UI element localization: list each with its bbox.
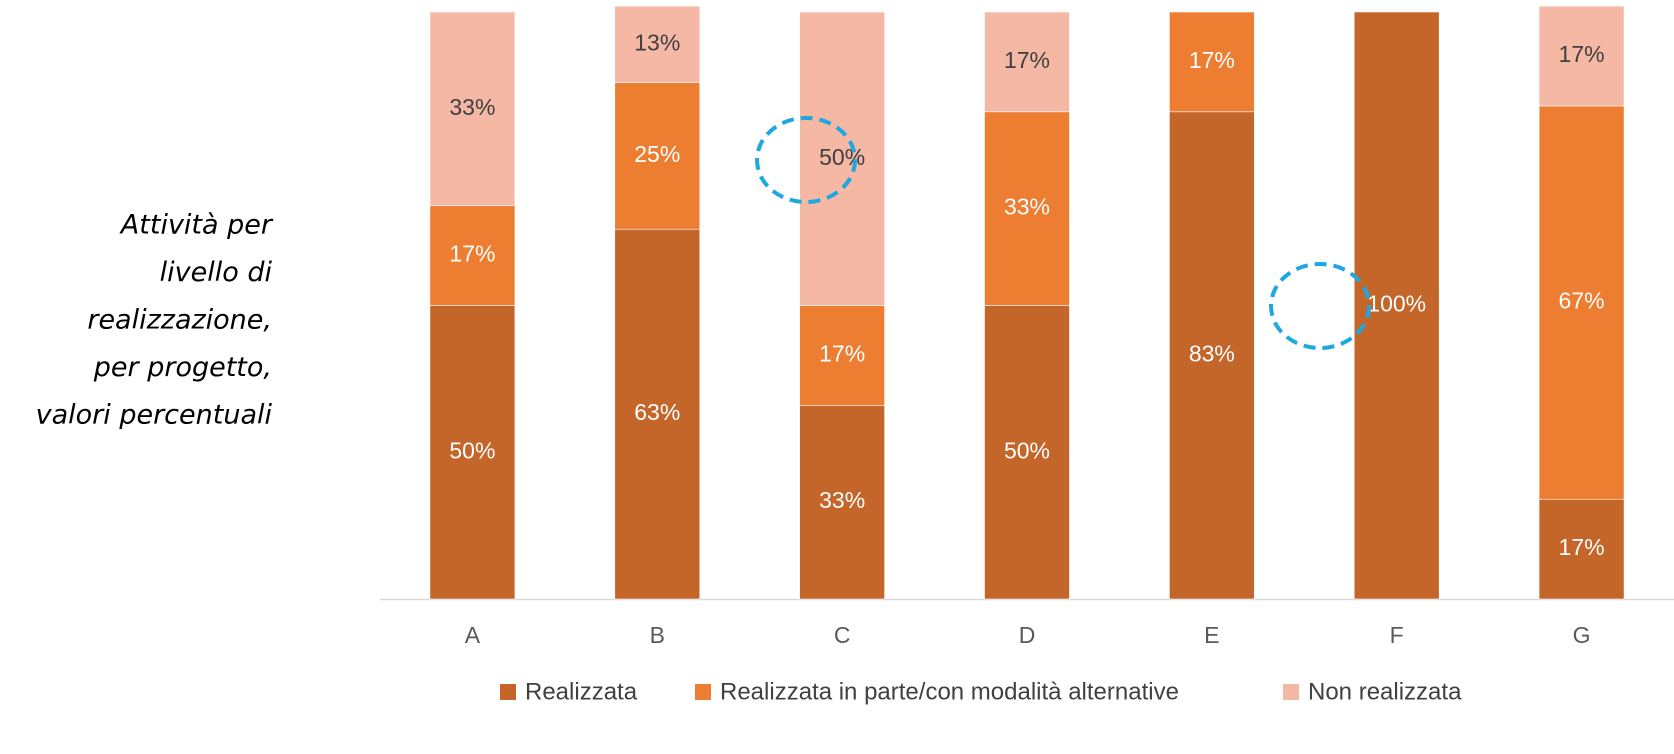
data-label: 50%	[449, 437, 495, 463]
data-label: 33%	[819, 487, 865, 513]
x-tick-label: C	[834, 622, 851, 648]
bar-segment	[1538, 498, 1625, 600]
bar-segment	[614, 5, 701, 83]
x-tick-label: G	[1573, 622, 1591, 648]
title-line: realizzazione,	[87, 305, 272, 336]
data-label: 33%	[449, 94, 495, 120]
data-label: 50%	[819, 144, 865, 170]
data-label: 17%	[1559, 534, 1605, 560]
x-tick-label: A	[465, 622, 481, 648]
bar-segment	[1538, 5, 1625, 107]
data-label: 33%	[1004, 194, 1050, 220]
plot: A 50% 17% 33% B 63% 25% 13% C 33% 17% 50% D 50% 33% 17%…	[429, 5, 1625, 648]
data-label: 17%	[449, 241, 495, 267]
title-line: livello di	[160, 257, 273, 288]
data-label: 63%	[634, 399, 680, 425]
x-tick-label: E	[1204, 622, 1219, 648]
data-label: 100%	[1367, 291, 1426, 317]
bar-segment	[1169, 111, 1255, 600]
x-tick-label: B	[650, 622, 665, 648]
legend-swatch	[695, 684, 711, 700]
legend-label: Realizzata	[525, 678, 638, 705]
legend-label: Non realizzata	[1308, 678, 1462, 705]
data-label: 25%	[634, 141, 680, 167]
legend: Realizzata Realizzata in parte/con modali…	[500, 678, 1462, 705]
chart-title: Attività per livello di realizzazione, per …	[36, 210, 274, 431]
data-label: 17%	[1559, 41, 1605, 67]
legend-swatch	[500, 684, 516, 700]
data-label: 17%	[1004, 47, 1050, 73]
bar-segment	[429, 11, 516, 207]
bar-segment	[1169, 11, 1255, 113]
bar-segment	[429, 305, 516, 600]
highlight-circle	[1269, 262, 1371, 350]
data-label: 83%	[1189, 340, 1235, 366]
x-tick-label: F	[1390, 622, 1404, 648]
title-line: per progetto,	[93, 352, 272, 383]
data-label: 13%	[634, 29, 680, 55]
data-label: 17%	[819, 340, 865, 366]
legend-swatch	[1283, 684, 1299, 700]
bar-segment	[429, 205, 516, 306]
bar-segment	[984, 11, 1070, 113]
legend-label: Realizzata in parte/con modalità alterna…	[720, 678, 1179, 705]
title-line: Attività per	[119, 210, 274, 241]
data-label: 17%	[1189, 47, 1235, 73]
bar-segment	[799, 404, 885, 600]
title-line: valori percentuali	[36, 400, 273, 431]
bar-segment	[984, 111, 1070, 306]
x-tick-label: D	[1019, 622, 1036, 648]
highlight-circle	[755, 116, 857, 204]
bar-segment	[799, 305, 885, 406]
bar-segment	[984, 305, 1070, 600]
data-label: 50%	[1004, 437, 1050, 463]
bar-segment	[799, 11, 885, 306]
bar-segment	[614, 228, 701, 600]
annotations	[755, 116, 1371, 350]
bar-segment	[1538, 105, 1625, 500]
bar-segment	[614, 82, 701, 230]
data-label: 67%	[1559, 288, 1605, 314]
